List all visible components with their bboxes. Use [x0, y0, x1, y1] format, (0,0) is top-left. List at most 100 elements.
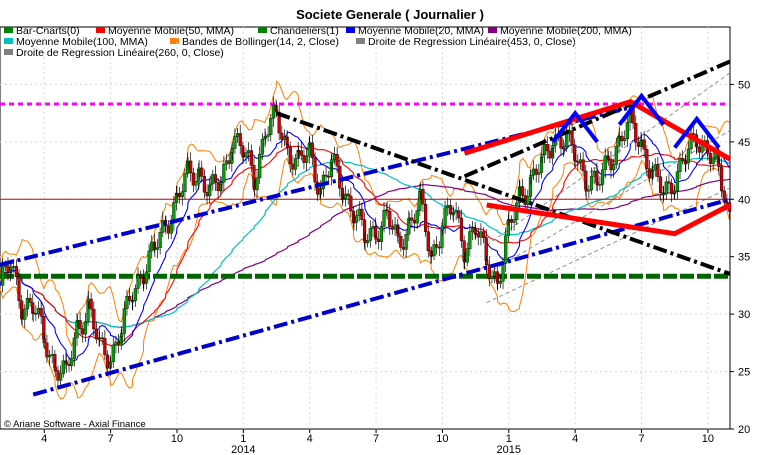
candle-body [459, 217, 464, 241]
candle-body [25, 297, 30, 310]
candle-body [600, 169, 605, 185]
y-tick-label: 50 [738, 79, 750, 91]
candle-body [23, 308, 27, 320]
candle-body [318, 189, 322, 195]
x-year-label: 2014 [231, 444, 255, 455]
candle-body [153, 248, 157, 250]
x-tick-label: 7 [638, 433, 644, 445]
candle-body [109, 361, 113, 364]
candle-body [70, 358, 74, 366]
candle-body [327, 176, 331, 178]
candle-body [606, 157, 610, 160]
candle-body [150, 241, 154, 252]
candle-body [89, 298, 93, 310]
candle-body [446, 205, 450, 209]
candle-body [230, 152, 234, 164]
legend-swatch [96, 27, 105, 33]
candle-body [260, 138, 264, 155]
candle-body [357, 208, 361, 216]
candle-body [512, 219, 516, 223]
candle-body [142, 282, 146, 285]
candle-body [313, 157, 317, 183]
candle-body [247, 150, 251, 153]
candle-body [9, 268, 13, 273]
candle-body [396, 224, 400, 234]
candle-body [617, 135, 621, 147]
candle-body [620, 135, 624, 141]
candle-body [136, 275, 140, 289]
candle-body [97, 337, 102, 339]
x-tick-label: 1 [506, 433, 512, 445]
candle-body [465, 248, 469, 263]
x-tick-label: 10 [436, 433, 448, 445]
candle-body [78, 320, 82, 330]
candle-body [404, 234, 408, 250]
candle-body [330, 159, 334, 164]
candle-body [498, 281, 502, 284]
grid [0, 27, 730, 429]
candle-body [545, 144, 549, 152]
wedge-line [463, 98, 732, 162]
candle-body [722, 190, 726, 203]
candle-body [598, 184, 602, 186]
candle-body [562, 146, 566, 149]
legend-swatch [488, 27, 497, 33]
regression-line-lower [486, 187, 731, 304]
candle-body [94, 328, 99, 340]
candle-body [116, 341, 121, 346]
candle-body [667, 181, 671, 184]
candle-body [418, 189, 422, 192]
legend-label: Moyenne Mobile(100, MMA) [16, 36, 148, 48]
candle-body [642, 139, 646, 150]
candle-body [689, 133, 693, 150]
legend-label: Bar-Charts(0) [16, 25, 80, 37]
candle-body [282, 136, 287, 140]
candle-body [684, 162, 688, 165]
candle-body [83, 321, 87, 335]
candle-body [175, 193, 179, 195]
candle-body [695, 145, 699, 148]
candle-body [296, 150, 300, 159]
x-tick-label: 7 [108, 433, 114, 445]
candle-body [589, 175, 594, 191]
candle-body [531, 168, 536, 176]
candle-body [410, 217, 414, 221]
candle-body [75, 320, 80, 322]
candle-body [81, 328, 85, 335]
candle-body [639, 140, 643, 147]
candle-body [393, 224, 397, 230]
candle-body [235, 133, 240, 137]
candle-body [673, 190, 677, 194]
candle-body [528, 177, 533, 197]
candle-body [504, 235, 508, 264]
candle-body [216, 182, 220, 191]
candle-body [208, 185, 212, 197]
legend-label: Moyenne Mobile(200, MMA) [500, 25, 632, 37]
candle-body [122, 308, 126, 334]
x-tick-label: 1 [240, 433, 246, 445]
candle-body [197, 167, 201, 170]
candle-body [443, 207, 447, 227]
candle-body [540, 154, 544, 158]
candle-body [401, 247, 406, 250]
candle-body [340, 187, 345, 200]
candle-body [53, 354, 57, 368]
candle-body [711, 157, 715, 164]
candle-body [17, 276, 21, 301]
candle-body [481, 231, 486, 238]
candle-body [550, 148, 555, 159]
candle-body [332, 154, 337, 160]
candle-body [238, 133, 242, 146]
candle-body [493, 271, 497, 277]
candle-body [308, 142, 312, 145]
candle-body [299, 150, 303, 156]
pattern-peak [617, 92, 666, 126]
candle-body [255, 177, 259, 191]
candle-body [448, 205, 452, 215]
candle-body [75, 321, 79, 339]
candle-body [435, 244, 439, 248]
candle-body [169, 222, 173, 234]
x-tick-label: 4 [572, 433, 578, 445]
candle-body [382, 209, 386, 227]
